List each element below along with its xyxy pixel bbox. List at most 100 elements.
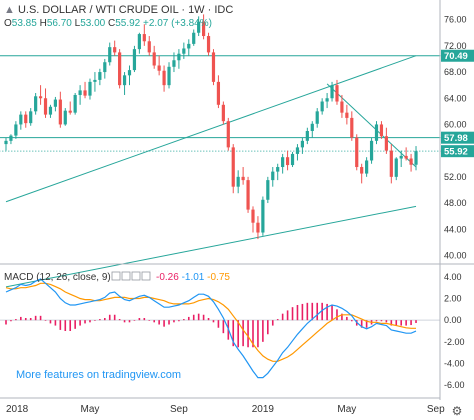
candle-body <box>241 176 245 181</box>
macd-histogram-bar <box>49 320 52 324</box>
macd-histogram-bar <box>148 320 151 321</box>
ohlc-key: H <box>37 18 47 29</box>
macd-histogram-bar <box>237 320 239 348</box>
collapse-arrow-icon[interactable]: ▲ <box>4 4 18 16</box>
candle-body <box>206 36 211 53</box>
candle-body <box>38 96 43 99</box>
macd-histogram-bar <box>138 318 141 321</box>
candle-body <box>93 79 97 82</box>
macd-histogram-bar <box>390 320 393 326</box>
macd-histogram-bar <box>20 316 22 321</box>
macd-histogram-bar <box>232 320 235 347</box>
macd-histogram-bar <box>113 314 116 321</box>
ohlc-value: 53.85 <box>12 18 37 29</box>
macd-histogram-bar <box>360 320 363 328</box>
trendline-upper-channel <box>5 55 417 203</box>
macd-header: MACD (12, 26, close, 9) <box>4 272 111 283</box>
candle-body <box>187 43 191 49</box>
macd-histogram-bar <box>207 318 210 321</box>
candle-body <box>409 158 413 165</box>
tradingview-watermark-link[interactable]: More features on tradingview.com <box>16 369 181 381</box>
candle-body <box>202 21 206 37</box>
price-label-text: 70.49 <box>444 51 468 62</box>
macd-histogram-bar <box>247 320 249 348</box>
ohlc-value: 56.70 <box>47 18 72 29</box>
candle-body <box>355 137 359 168</box>
candle-body <box>330 85 334 99</box>
ohlc-key: O <box>4 18 12 29</box>
price-label-badge <box>441 131 474 144</box>
candle-body <box>350 117 354 138</box>
candle-body <box>29 111 33 124</box>
macd-histogram-bar <box>59 320 62 330</box>
candle-body <box>113 47 117 53</box>
candle-body <box>221 104 225 122</box>
more-icon[interactable] <box>141 271 151 281</box>
candle-body <box>369 140 374 161</box>
candle-body <box>53 99 57 107</box>
trendlines-layer <box>0 55 441 288</box>
candle-body <box>384 136 388 151</box>
candle-body <box>177 53 181 61</box>
candle-body <box>108 47 112 63</box>
macd-histogram-bar <box>54 320 57 326</box>
candle-body <box>192 32 196 44</box>
macd-histogram-bar <box>69 320 72 331</box>
macd-tick-label: -6.00 <box>444 380 465 390</box>
candle-body <box>197 21 201 33</box>
macd-histogram-bar <box>286 310 289 321</box>
macd-pane <box>0 278 440 379</box>
macd-histogram-bar <box>336 309 338 321</box>
close-icon[interactable] <box>131 271 141 281</box>
candle-body <box>157 65 161 71</box>
macd-histogram-bar <box>262 320 264 342</box>
ohlc-value: 55.92 <box>115 18 140 29</box>
macd-histogram-bar <box>187 316 190 321</box>
macd-histogram-bar <box>192 314 195 321</box>
macd-histogram-bar <box>257 320 259 348</box>
candle-body <box>103 62 107 73</box>
macd-value: -1.01 <box>179 272 205 283</box>
macd-histogram-bar <box>217 320 220 328</box>
price-tick-label: 52.00 <box>444 172 467 182</box>
macd-tick-label: -4.00 <box>444 359 465 369</box>
macd-tick-label: 0.00 <box>444 315 462 325</box>
candle-body <box>231 147 235 187</box>
macd-histogram-bar <box>173 320 175 323</box>
candle-body <box>295 147 300 154</box>
candle-body <box>24 114 28 124</box>
macd-histogram-bar <box>133 320 136 321</box>
candle-body <box>132 49 137 71</box>
macd-histogram-bar <box>222 320 225 334</box>
eye-icon[interactable] <box>111 271 121 281</box>
candle-body <box>137 34 141 50</box>
macd-histogram-bar <box>271 320 274 326</box>
candle-body <box>256 222 260 233</box>
macd-histogram-bar <box>385 320 388 323</box>
macd-tick-label: 4.00 <box>444 272 462 282</box>
candle-body <box>162 70 166 86</box>
candle-body <box>19 114 23 125</box>
signal-line <box>5 282 416 362</box>
candle-body <box>404 155 408 159</box>
candles-layer <box>4 14 418 240</box>
settings-icon[interactable] <box>121 271 131 281</box>
macd-histogram-bar <box>242 320 244 347</box>
price-label-badge <box>441 49 474 62</box>
candle-body <box>236 176 240 187</box>
candle-body <box>340 101 344 113</box>
candle-body <box>73 94 77 113</box>
macd-histogram-bar <box>15 319 17 321</box>
price-tick-label: 64.00 <box>444 93 467 103</box>
price-tick-label: 76.00 <box>444 15 467 25</box>
candle-body <box>147 41 151 53</box>
macd-histogram-bar <box>212 320 215 323</box>
macd-histogram-bar <box>291 307 294 321</box>
price-label-text: 55.92 <box>444 147 468 158</box>
macd-histogram-bar <box>202 314 205 321</box>
price-tick-label: 48.00 <box>444 198 467 208</box>
time-tick-label: Sep <box>170 404 188 415</box>
macd-histogram-bar <box>143 318 146 321</box>
